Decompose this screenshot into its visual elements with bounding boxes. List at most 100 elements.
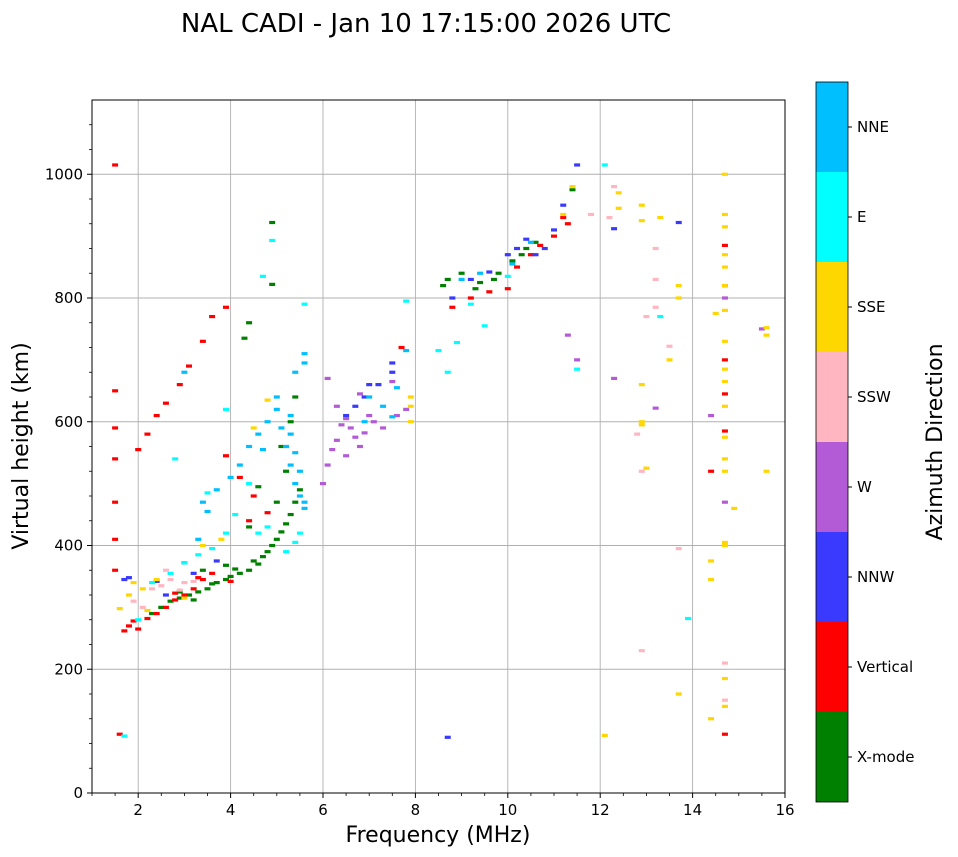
colorbar-segment [816,532,848,622]
echo-point [643,466,650,470]
echo-point [287,463,294,467]
echo-point [721,676,728,681]
y-tick-label: 400 [54,537,83,555]
echo-point [333,438,340,442]
echo-point [125,624,132,628]
echo-point [333,404,340,408]
echo-point [195,553,202,557]
echo-point [486,270,493,274]
echo-point [712,311,719,316]
echo-point [721,404,728,408]
echo-point [135,627,142,631]
echo-point [615,206,622,210]
echo-point [269,220,276,225]
echo-point [638,219,645,223]
echo-point [259,555,266,559]
y-tick-label: 200 [54,660,83,678]
echo-point [708,469,715,473]
echo-point [606,215,613,220]
echo-point [232,512,239,517]
echo-point [601,733,608,738]
echo-point [721,253,728,257]
echo-point [213,488,220,492]
echo-point [204,509,211,514]
echo-point [574,163,581,167]
echo-point [292,370,299,374]
echo-point [222,305,229,309]
echo-point [255,485,262,489]
echo-point [246,444,253,449]
colorbar-label: E [857,208,866,226]
echo-point [167,599,174,603]
echo-point [393,413,400,418]
echo-point [162,605,169,609]
colorbar-segment [816,262,848,352]
echo-point [551,234,557,238]
echo-point [199,339,206,343]
echo-point [255,562,262,566]
echo-point [758,327,765,331]
echo-point [195,537,202,541]
echo-point [532,253,539,257]
echo-point [514,265,521,269]
echo-point [343,454,350,458]
echo-point [721,661,728,665]
echo-point [467,296,474,300]
echo-point [652,305,659,309]
x-tick-label: 6 [318,801,328,819]
colorbar-label: X-mode [857,748,914,766]
echo-point [361,431,368,435]
echo-point [167,577,174,582]
echo-point [721,172,728,176]
echo-point [153,413,160,418]
echo-point [195,576,202,580]
echo-point [763,333,770,337]
echo-point [721,698,728,702]
echo-point [158,584,165,588]
echo-point [287,420,294,424]
echo-point [587,212,594,217]
colorbar-label: SSE [857,298,886,316]
echo-point [634,432,641,436]
x-tick-label: 8 [411,801,421,819]
echo-point [380,404,387,408]
echo-point [504,274,511,278]
echo-point [458,277,465,282]
echo-point [393,386,400,390]
echo-point [130,581,137,585]
x-tick-label: 4 [226,801,236,819]
echo-point [139,605,146,609]
echo-point [721,429,728,433]
echo-point [296,469,303,473]
echo-point [721,543,728,548]
y-tick-label: 0 [73,784,83,802]
echo-point [398,345,405,350]
echo-point [112,389,119,393]
echo-point [250,494,257,498]
echo-point [255,432,262,436]
echo-point [574,358,581,362]
echo-point [564,222,571,226]
colorbar-label: W [857,478,872,496]
echo-point [112,568,119,572]
echo-point [527,253,534,257]
echo-point [144,432,151,436]
echo-point [564,333,571,337]
echo-point [527,240,534,244]
echo-point [176,383,183,387]
echo-point [721,500,728,504]
echo-point [296,494,303,498]
echo-point [731,506,738,510]
echo-point [458,271,465,275]
echo-point [292,482,299,486]
echo-point [721,225,728,229]
echo-point [222,577,229,582]
echo-point [481,324,488,328]
chart-title: NAL CADI - Jan 10 17:15:00 2026 UTC [181,9,671,39]
echo-point [643,314,650,319]
echo-point [435,348,442,353]
echo-point [246,525,253,529]
echo-point [551,228,557,232]
echo-point [186,364,193,368]
echo-point [453,340,460,345]
